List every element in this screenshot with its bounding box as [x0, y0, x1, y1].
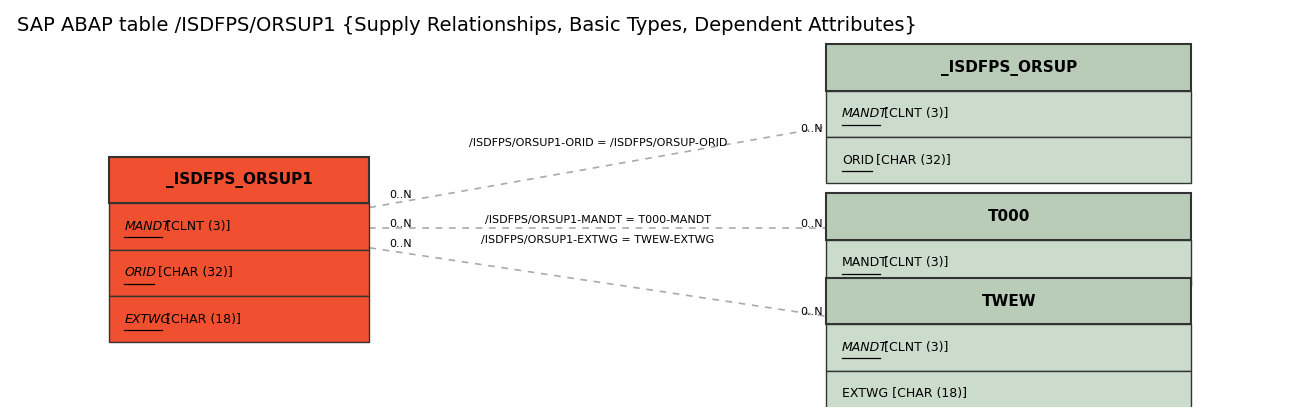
Text: [CLNT (3)]: [CLNT (3)]	[880, 256, 948, 269]
Text: [CLNT (3)]: [CLNT (3)]	[161, 220, 230, 233]
Bar	[109, 203, 369, 250]
Text: TWEW: TWEW	[981, 293, 1036, 309]
Text: MANDT: MANDT	[125, 220, 171, 233]
Text: [CHAR (32)]: [CHAR (32)]	[155, 266, 234, 279]
Bar	[109, 157, 369, 203]
Bar	[826, 137, 1191, 183]
Text: 0..N: 0..N	[389, 219, 412, 229]
Text: EXTWG [CHAR (18)]: EXTWG [CHAR (18)]	[842, 387, 966, 400]
Bar	[826, 240, 1191, 286]
Bar	[826, 194, 1191, 240]
Text: MANDT: MANDT	[842, 341, 888, 354]
Bar	[826, 324, 1191, 371]
Text: /ISDFPS/ORSUP1-EXTWG = TWEW-EXTWG: /ISDFPS/ORSUP1-EXTWG = TWEW-EXTWG	[481, 235, 714, 245]
Bar	[109, 250, 369, 296]
Text: _ISDFPS_ORSUP: _ISDFPS_ORSUP	[940, 60, 1077, 76]
Text: [CHAR (32)]: [CHAR (32)]	[872, 154, 951, 167]
Text: [CLNT (3)]: [CLNT (3)]	[880, 107, 948, 120]
Text: 0..N: 0..N	[389, 239, 412, 249]
Text: 0..N: 0..N	[800, 307, 823, 317]
Text: MANDT: MANDT	[842, 107, 888, 120]
Text: 0..N: 0..N	[389, 190, 412, 201]
Text: [CHAR (18)]: [CHAR (18)]	[161, 313, 240, 326]
Text: _ISDFPS_ORSUP1: _ISDFPS_ORSUP1	[165, 172, 312, 188]
Text: 0..N: 0..N	[800, 124, 823, 134]
Text: T000: T000	[987, 209, 1029, 224]
Bar	[109, 296, 369, 342]
Bar	[826, 371, 1191, 411]
Text: /ISDFPS/ORSUP1-ORID = /ISDFPS/ORSUP-ORID: /ISDFPS/ORSUP1-ORID = /ISDFPS/ORSUP-ORID	[469, 138, 727, 148]
Bar	[826, 278, 1191, 324]
Text: EXTWG: EXTWG	[125, 313, 171, 326]
Text: [CLNT (3)]: [CLNT (3)]	[880, 341, 948, 354]
Text: MANDT: MANDT	[842, 256, 888, 269]
Bar	[826, 91, 1191, 137]
Text: SAP ABAP table /ISDFPS/ORSUP1 {Supply Relationships, Basic Types, Dependent Attr: SAP ABAP table /ISDFPS/ORSUP1 {Supply Re…	[17, 16, 918, 35]
Text: /ISDFPS/ORSUP1-MANDT = T000-MANDT: /ISDFPS/ORSUP1-MANDT = T000-MANDT	[484, 215, 710, 224]
Text: ORID: ORID	[842, 154, 873, 167]
Text: 0..N: 0..N	[800, 219, 823, 229]
Bar	[826, 44, 1191, 91]
Text: ORID: ORID	[125, 266, 156, 279]
